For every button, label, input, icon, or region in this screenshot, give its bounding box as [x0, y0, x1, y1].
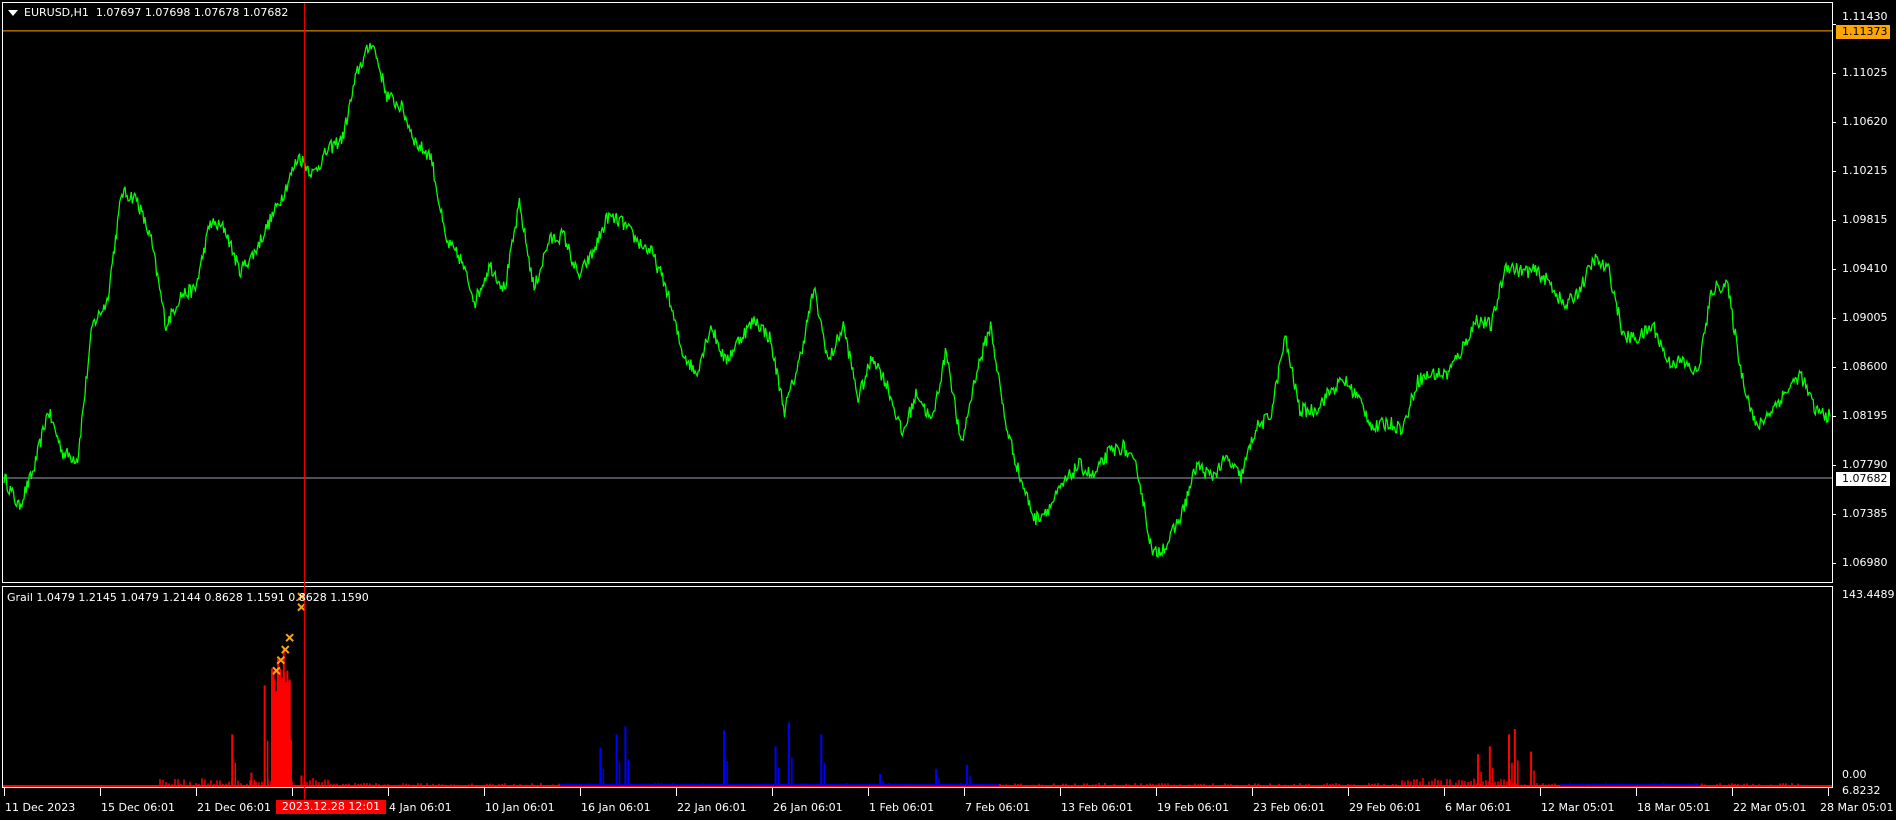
price-axis-tick — [1832, 219, 1836, 221]
time-axis-tick — [1060, 788, 1061, 796]
signal-marker-icon — [272, 666, 281, 675]
time-axis-label: 12 Mar 05:01 — [1541, 801, 1615, 814]
time-axis-label: 26 Jan 06:01 — [773, 801, 843, 814]
price-axis-tick — [1832, 366, 1836, 368]
indicator-label: Grail 1.0479 1.2145 1.0479 1.2144 0.8628… — [7, 591, 369, 604]
time-axis-label: 15 Dec 06:01 — [101, 801, 175, 814]
price-axis-tick — [1832, 513, 1836, 515]
price-chart-panel[interactable] — [2, 2, 1833, 583]
time-axis-tick — [388, 788, 389, 796]
price-axis-label: 1.09815 — [1842, 212, 1888, 226]
chart-header: EURUSD,H1 1.07697 1.07698 1.07678 1.0768… — [8, 6, 288, 19]
time-axis-tick — [1252, 788, 1253, 796]
price-axis-label: 1.06980 — [1842, 556, 1888, 569]
price-axis-tick — [1832, 317, 1836, 319]
price-axis-label: 1.10620 — [1842, 115, 1888, 129]
price-axis-label: 1.11025 — [1842, 66, 1888, 80]
time-axis-label: 18 Mar 05:01 — [1637, 801, 1711, 814]
indicator-max-label: 143.4489 — [1842, 588, 1895, 601]
time-axis-label: 29 Feb 06:01 — [1349, 801, 1422, 814]
time-axis-tick — [868, 788, 869, 796]
signal-marker-icon — [297, 602, 306, 612]
time-axis-tick — [4, 788, 5, 796]
time-axis-label: 4 Jan 06:01 — [389, 801, 452, 814]
time-axis-tick — [1732, 788, 1733, 796]
max-line-price-tag: 1.11373 — [1836, 25, 1890, 39]
time-axis-label: 10 Jan 06:01 — [485, 801, 555, 814]
price-axis-label: 1.08195 — [1842, 408, 1888, 422]
time-axis-tick — [196, 788, 197, 796]
time-axis-tick — [772, 788, 773, 796]
price-axis-label: 1.09005 — [1842, 310, 1888, 324]
symbol-label: EURUSD,H1 — [24, 6, 89, 19]
indicator-min-label: 0.00 — [1842, 768, 1867, 781]
ohlc-values: 1.07697 1.07698 1.07678 1.07682 — [95, 6, 289, 19]
time-axis-tick — [1828, 788, 1829, 796]
bid-price-tag: 1.07682 — [1836, 472, 1890, 486]
price-axis-tick — [1832, 24, 1836, 25]
price-axis-label: 1.09410 — [1842, 261, 1888, 275]
price-axis-tick — [1832, 563, 1836, 564]
price-axis-label: 1.07385 — [1842, 506, 1888, 520]
time-axis-tick — [1348, 788, 1349, 796]
time-axis-label: 22 Jan 06:01 — [677, 801, 747, 814]
time-axis-label: 23 Feb 06:01 — [1253, 801, 1326, 814]
time-axis-label: 19 Feb 06:01 — [1157, 801, 1230, 814]
time-axis-tick — [292, 788, 293, 796]
time-axis-label: 11 Dec 2023 — [5, 801, 76, 814]
price-line — [3, 42, 1831, 559]
time-axis-label: 16 Jan 06:01 — [581, 801, 651, 814]
price-axis-label: 1.07790 — [1842, 457, 1888, 471]
price-axis-label: 1.08600 — [1842, 359, 1888, 373]
price-axis-label: 1.11430 — [1842, 10, 1888, 23]
signal-marker-icon — [285, 633, 294, 642]
price-axis-tick — [1832, 464, 1836, 466]
time-axis-label: 1 Feb 06:01 — [869, 801, 935, 814]
price-axis-tick — [1832, 171, 1836, 173]
time-axis-tick — [1636, 788, 1637, 796]
time-axis-label: 21 Dec 06:01 — [197, 801, 271, 814]
indicator-panel[interactable] — [2, 586, 1833, 788]
price-axis-tick — [1832, 73, 1836, 75]
time-axis-label: 13 Feb 06:01 — [1061, 801, 1134, 814]
time-axis-tick — [676, 788, 677, 796]
time-axis-label: 7 Feb 06:01 — [965, 801, 1031, 814]
time-axis-label: 28 Mar 05:01 — [1820, 801, 1894, 814]
time-axis-tick — [1156, 788, 1157, 796]
time-axis-tick — [100, 788, 101, 796]
price-axis-label: 1.10215 — [1842, 164, 1888, 178]
indicator-min-label-2: 6.8232 — [1842, 784, 1881, 797]
time-axis-tick — [1444, 788, 1445, 796]
time-axis-label: 6 Mar 06:01 — [1445, 801, 1512, 814]
time-axis-tick — [484, 788, 485, 796]
time-axis-label: 22 Mar 05:01 — [1733, 801, 1807, 814]
crosshair-time-label: 2023.12.28 12:01 — [276, 800, 386, 814]
time-axis-tick — [1540, 788, 1541, 796]
time-axis-tick — [580, 788, 581, 796]
price-axis-tick — [1832, 415, 1836, 417]
price-axis-tick — [1832, 122, 1836, 124]
price-axis-tick — [1832, 268, 1836, 270]
dropdown-triangle-icon[interactable] — [8, 10, 18, 16]
signal-marker-icon — [276, 655, 286, 665]
signal-marker-icon — [281, 645, 290, 654]
time-axis-tick — [964, 788, 965, 796]
signal-marker-icon — [297, 592, 306, 601]
